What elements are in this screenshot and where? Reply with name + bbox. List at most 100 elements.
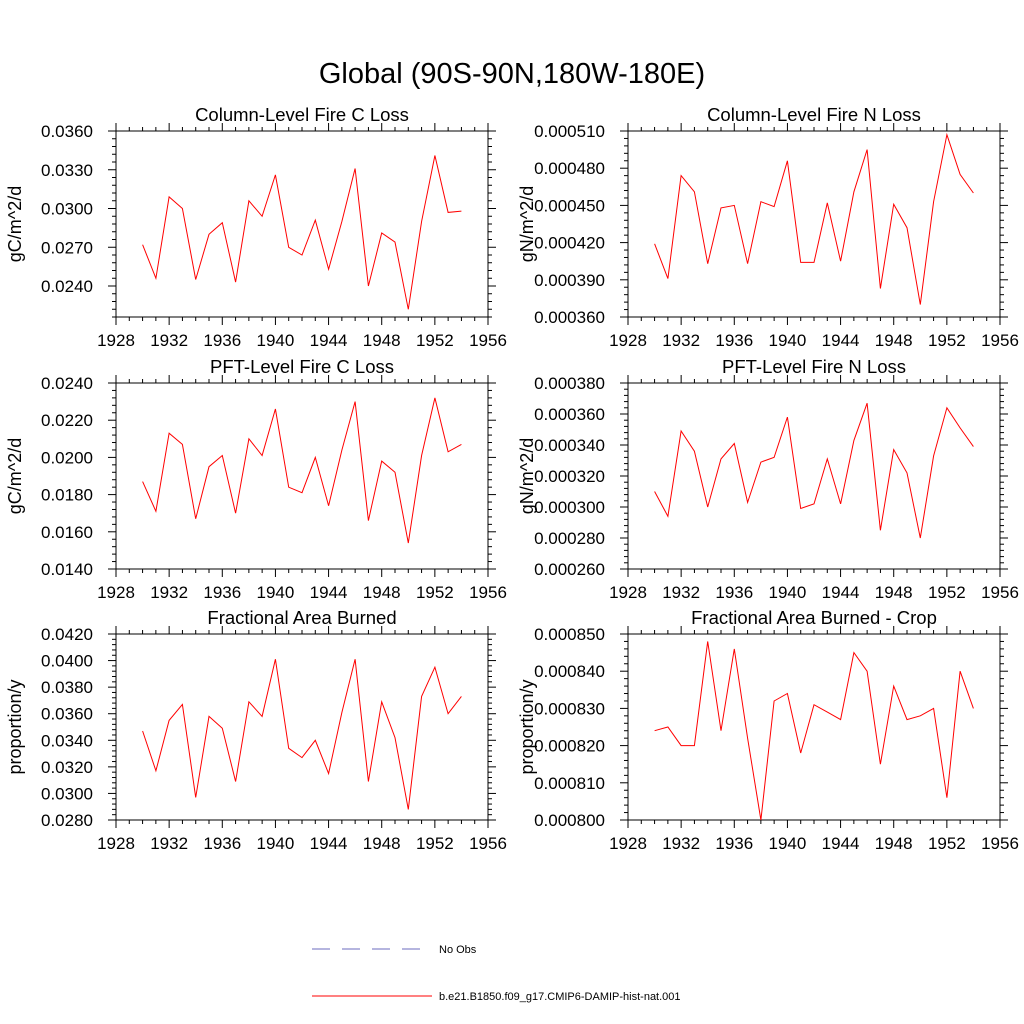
y-tick-label: 0.0240 xyxy=(41,374,93,393)
y-axis-label: gN/m^2/d xyxy=(517,438,537,514)
x-tick-label: 1952 xyxy=(928,583,966,602)
y-tick-label: 0.0200 xyxy=(41,448,93,467)
panel-title: Column-Level Fire N Loss xyxy=(707,104,921,125)
main-title: Global (90S-90N,180W-180E) xyxy=(319,58,705,90)
x-tick-label: 1944 xyxy=(822,834,860,853)
y-tick-label: 0.000510 xyxy=(534,122,605,141)
plot-frame xyxy=(115,130,489,318)
x-tick-label: 1936 xyxy=(203,834,241,853)
panel-title: PFT-Level Fire C Loss xyxy=(210,356,394,377)
x-tick-label: 1948 xyxy=(363,331,401,350)
y-tick-label: 0.000850 xyxy=(534,625,605,644)
y-tick-label: 0.000320 xyxy=(534,467,605,486)
chart-panel-4: 1928 1932 1936 1940 1944 1948 1952 1956 0.000260… xyxy=(517,356,1019,602)
y-tick-label: 0.000340 xyxy=(534,436,605,455)
x-tick-label: 1944 xyxy=(822,583,860,602)
x-tick-label: 1936 xyxy=(715,834,753,853)
y-tick-label: 0.000280 xyxy=(534,529,605,548)
x-tick-label: 1956 xyxy=(469,834,507,853)
plot-frame xyxy=(627,633,1001,821)
series-line xyxy=(654,132,974,305)
x-tick-label: 1932 xyxy=(150,583,188,602)
x-tick-label: 1952 xyxy=(416,583,454,602)
y-tick-label: 0.000810 xyxy=(534,774,605,793)
x-tick-label: 1948 xyxy=(875,331,913,350)
plot-frame xyxy=(115,633,489,821)
y-tick-label: 0.0400 xyxy=(41,652,93,671)
y-tick-label: 0.0300 xyxy=(41,200,93,219)
x-tick-label: 1940 xyxy=(769,834,807,853)
y-tick-label: 0.0420 xyxy=(41,625,93,644)
y-tick-label: 0.000820 xyxy=(534,737,605,756)
y-tick-label: 0.000390 xyxy=(534,271,605,290)
x-tick-label: 1940 xyxy=(769,583,807,602)
y-tick-label: 0.0360 xyxy=(41,122,93,141)
x-tick-label: 1956 xyxy=(469,331,507,350)
legend: No Obs b.e21.B1850.f09_g17.CMIP6-DAMIP-h… xyxy=(312,944,681,1003)
y-tick-label: 0.0300 xyxy=(41,784,93,803)
x-tick-label: 1956 xyxy=(469,583,507,602)
x-tick-label: 1932 xyxy=(662,834,700,853)
series-line xyxy=(142,155,462,310)
chart-panel-5: 1928 1932 1936 1940 1944 1948 1952 1956 0.0280 0.… xyxy=(5,607,507,853)
x-tick-label: 1940 xyxy=(257,331,295,350)
x-tick-label: 1956 xyxy=(981,583,1019,602)
chart-panel-2: 1928 1932 1936 1940 1944 1948 1952 1956 0.000360… xyxy=(517,104,1019,350)
y-tick-label: 0.000800 xyxy=(534,811,605,830)
x-tick-label: 1936 xyxy=(203,331,241,350)
x-tick-label: 1928 xyxy=(609,331,647,350)
panel-title: Fractional Area Burned xyxy=(207,607,396,628)
x-tick-label: 1944 xyxy=(310,834,348,853)
x-tick-label: 1944 xyxy=(310,583,348,602)
panel-title: Fractional Area Burned - Crop xyxy=(691,607,937,628)
y-tick-label: 0.000360 xyxy=(534,405,605,424)
x-tick-label: 1944 xyxy=(822,331,860,350)
y-tick-label: 0.000840 xyxy=(534,662,605,681)
plot-frame xyxy=(627,130,1001,318)
y-axis-label: gN/m^2/d xyxy=(517,186,537,262)
x-tick-label: 1940 xyxy=(769,331,807,350)
y-tick-label: 0.000450 xyxy=(534,196,605,215)
y-tick-label: 0.0360 xyxy=(41,705,93,724)
x-tick-label: 1940 xyxy=(257,583,295,602)
x-tick-label: 1952 xyxy=(928,331,966,350)
x-tick-label: 1956 xyxy=(981,834,1019,853)
chart-panels: 1928 1932 1936 1940 1944 1948 1952 1956 0.0240 0.… xyxy=(5,104,1019,853)
series-line xyxy=(654,641,974,821)
x-tick-label: 1932 xyxy=(150,331,188,350)
x-tick-label: 1948 xyxy=(363,834,401,853)
x-tick-label: 1936 xyxy=(203,583,241,602)
x-tick-label: 1948 xyxy=(875,834,913,853)
legend-label-no-obs: No Obs xyxy=(439,944,477,956)
x-tick-label: 1932 xyxy=(662,583,700,602)
chart-panel-3: 1928 1932 1936 1940 1944 1948 1952 1956 0.0140 0.… xyxy=(5,356,507,602)
y-axis-label: gC/m^2/d xyxy=(5,186,25,262)
y-tick-label: 0.0380 xyxy=(41,678,93,697)
y-tick-label: 0.000830 xyxy=(534,699,605,718)
series-line xyxy=(142,659,462,810)
y-tick-label: 0.0270 xyxy=(41,238,93,257)
panel-title: PFT-Level Fire N Loss xyxy=(722,356,906,377)
x-tick-label: 1948 xyxy=(363,583,401,602)
y-axis-label: proportion/y xyxy=(517,679,537,774)
x-tick-label: 1932 xyxy=(150,834,188,853)
x-tick-label: 1928 xyxy=(97,583,135,602)
y-tick-label: 0.0330 xyxy=(41,161,93,180)
y-tick-label: 0.0220 xyxy=(41,411,93,430)
x-tick-label: 1928 xyxy=(97,834,135,853)
x-tick-label: 1928 xyxy=(97,331,135,350)
y-tick-label: 0.0240 xyxy=(41,277,93,296)
x-tick-label: 1932 xyxy=(662,331,700,350)
x-tick-label: 1928 xyxy=(609,834,647,853)
y-tick-label: 0.000300 xyxy=(534,498,605,517)
y-axis-label: gC/m^2/d xyxy=(5,438,25,514)
y-tick-label: 0.000380 xyxy=(534,374,605,393)
x-tick-label: 1956 xyxy=(981,331,1019,350)
legend-label-model-run: b.e21.B1850.f09_g17.CMIP6-DAMIP-hist-nat… xyxy=(439,991,681,1003)
chart-panel-6: 1928 1932 1936 1940 1944 1948 1952 1956 0.000800… xyxy=(517,607,1019,853)
panel-title: Column-Level Fire C Loss xyxy=(195,104,409,125)
y-tick-label: 0.0340 xyxy=(41,731,93,750)
y-tick-label: 0.0160 xyxy=(41,523,93,542)
y-tick-label: 0.000260 xyxy=(534,560,605,579)
